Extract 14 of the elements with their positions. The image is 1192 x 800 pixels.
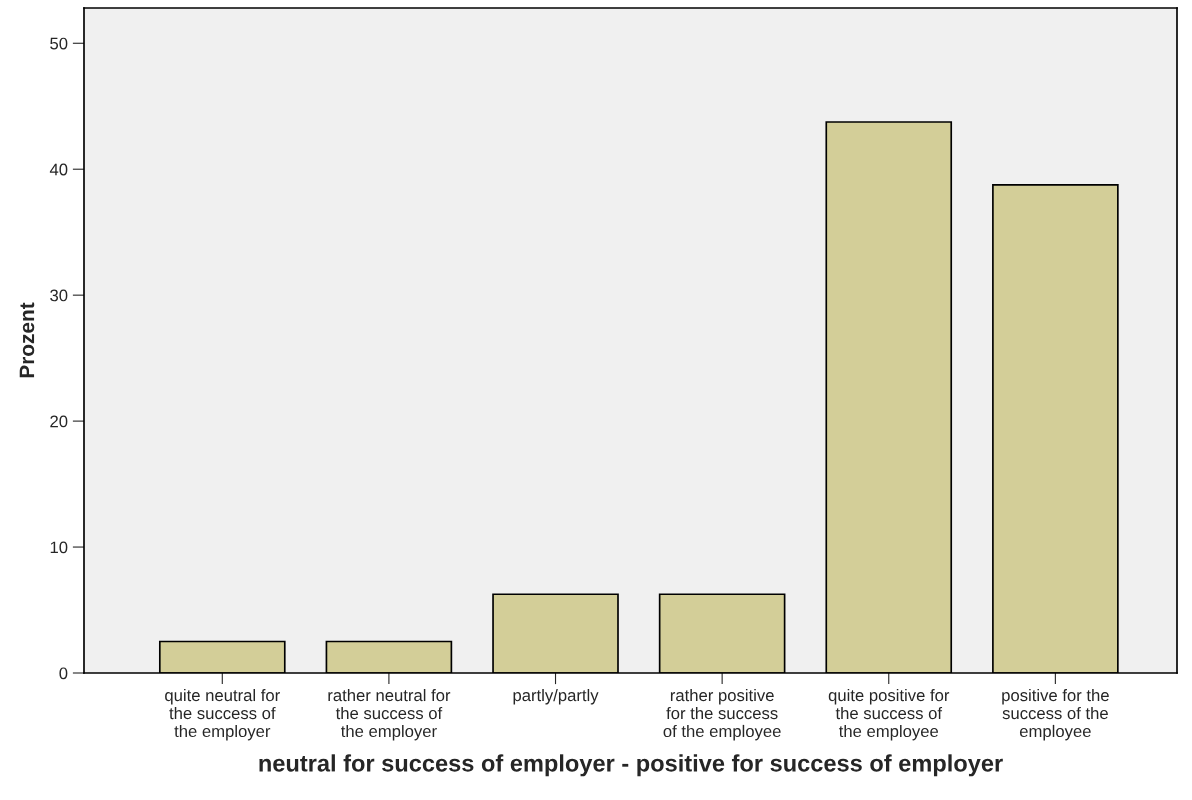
y-axis-title: Prozent bbox=[19, 302, 35, 378]
x-tick-label: positive for the success of the employee bbox=[1002, 688, 1109, 741]
y-tick-label: 0 bbox=[59, 667, 68, 680]
x-tick-label: quite positive for the success of the employee bbox=[828, 688, 950, 741]
y-tick-label: 20 bbox=[50, 415, 68, 428]
x-tick-label: rather neutral for the success of the employer bbox=[328, 688, 451, 741]
x-tick-label: quite neutral for the success of the employer bbox=[165, 688, 280, 741]
x-tick-label: rather positive for the success of the employee bbox=[663, 688, 781, 741]
y-tick-label: 50 bbox=[50, 37, 68, 50]
x-axis-title: neutral for success of employer - positive for success of employer bbox=[259, 754, 1003, 777]
y-tick-label: 10 bbox=[50, 541, 68, 554]
y-tick-label: 40 bbox=[49, 163, 68, 176]
x-tick-label: partly/partly bbox=[513, 688, 599, 705]
y-tick-label: 30 bbox=[50, 289, 68, 302]
